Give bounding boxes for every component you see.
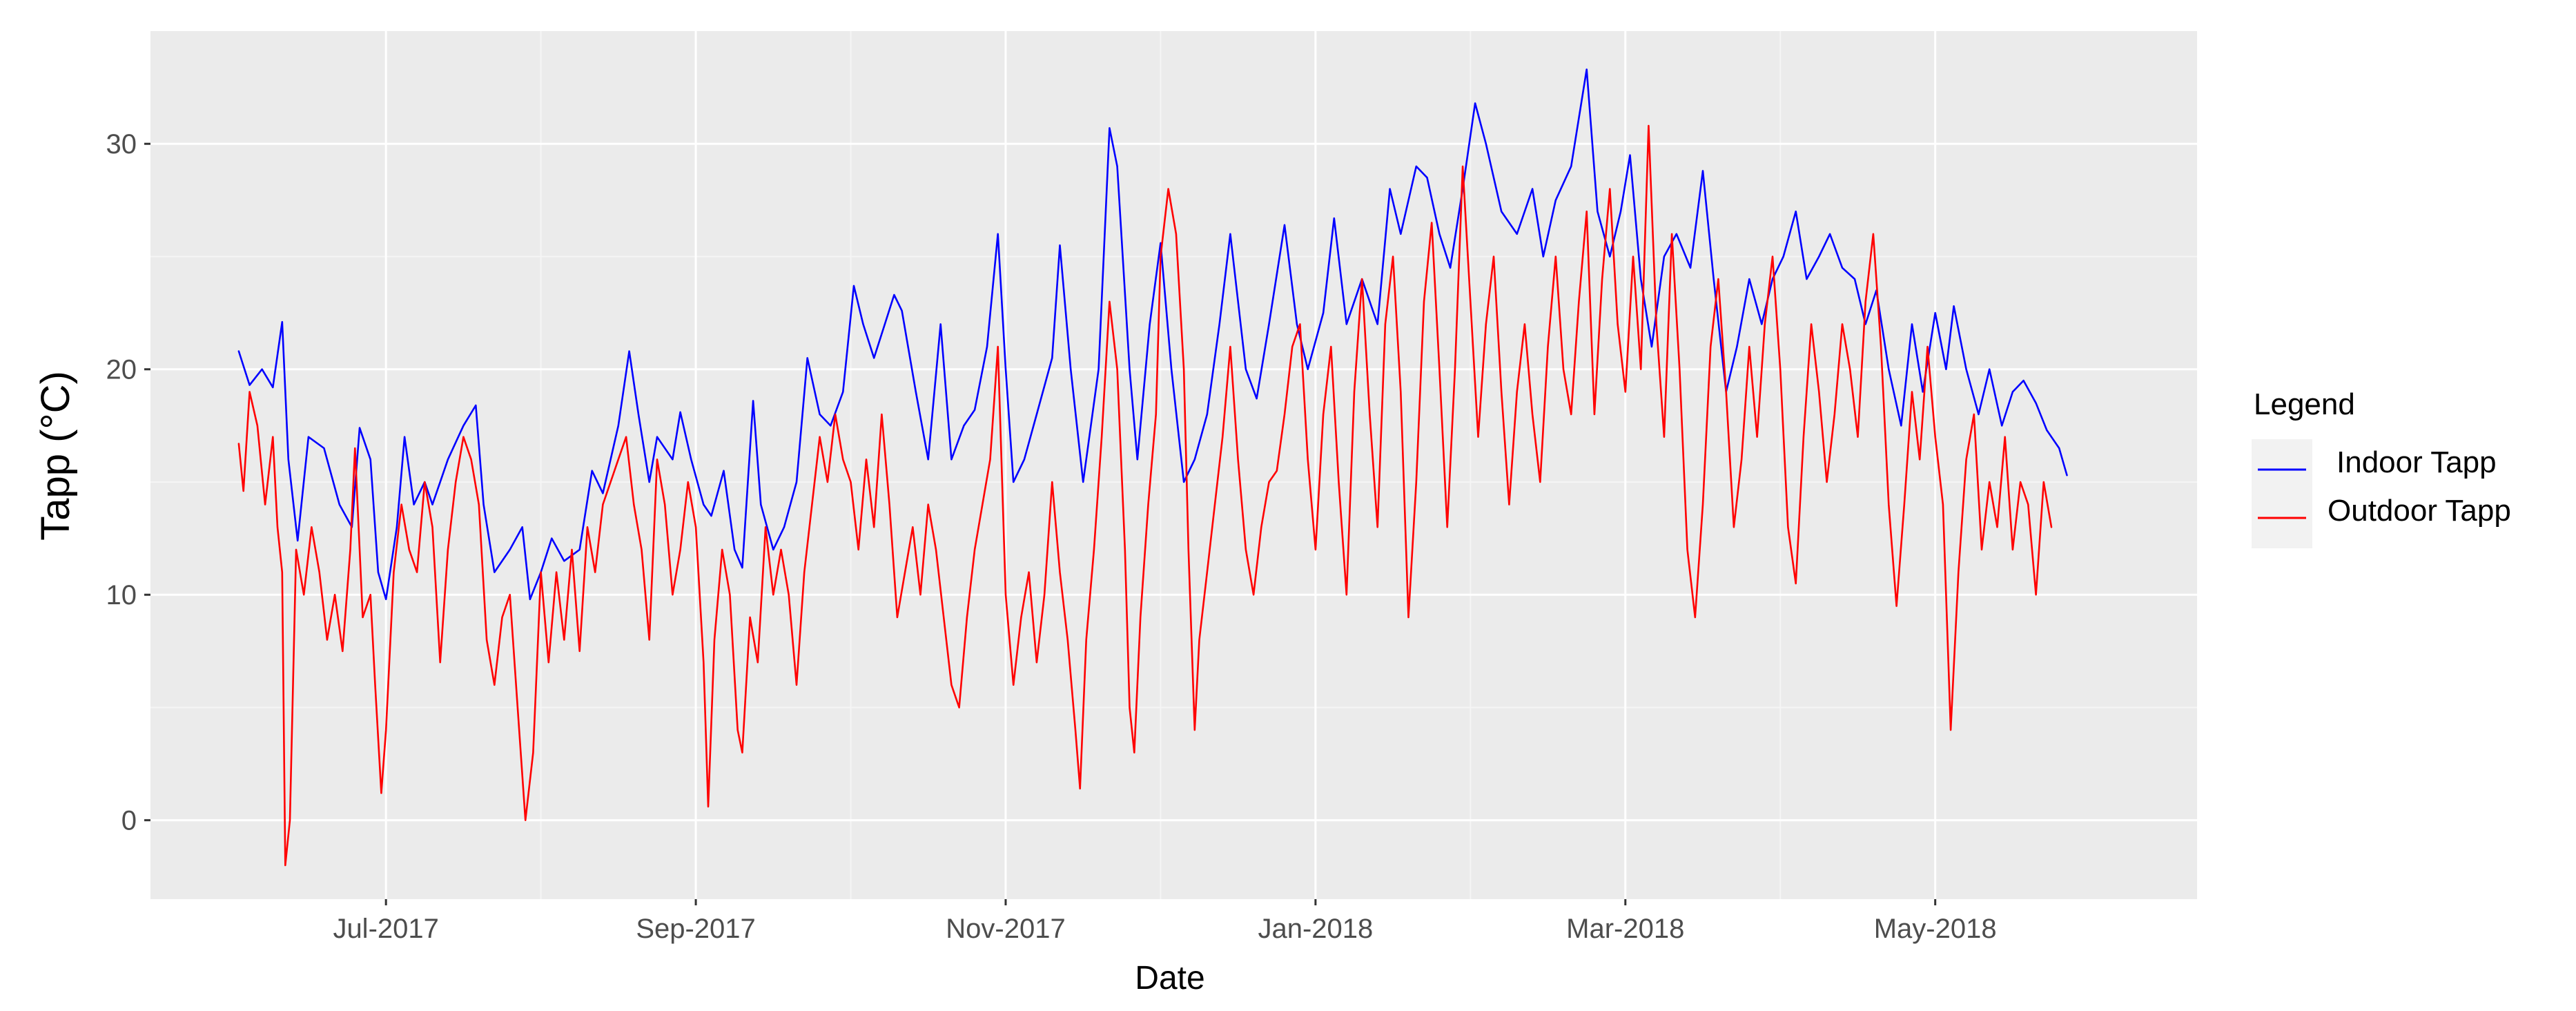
- x-tick-label: May-2018: [1874, 914, 1997, 944]
- x-axis-title: Date: [1135, 960, 1204, 996]
- plot-panel: [150, 31, 2197, 899]
- y-tick-label: 10: [106, 580, 137, 610]
- series-layer: [237, 68, 2068, 867]
- legend-label-outdoor: Outdoor Tapp: [2328, 494, 2511, 528]
- y-tick-label: 20: [106, 355, 137, 385]
- y-tick-label: 0: [121, 806, 137, 836]
- series-line-outdoor: [237, 124, 2053, 867]
- grid-lines: [150, 31, 2197, 899]
- y-axis-title: Tapp (°C): [33, 371, 78, 541]
- axes: 0 10 20 30 Jul-2017 Sep-2017 Nov-2017 Jan-2018 M…: [106, 129, 1997, 944]
- x-tick-label: Nov-2017: [946, 914, 1065, 944]
- legend-label-indoor: Indoor Tapp: [2336, 445, 2497, 479]
- y-tick-label: 30: [106, 129, 137, 160]
- x-tick-label: Sep-2017: [636, 914, 755, 944]
- legend: Legend Indoor Tapp Outdoor Tapp: [2252, 387, 2511, 548]
- x-tick-label: Jul-2017: [333, 914, 438, 944]
- legend-title: Legend: [2254, 387, 2355, 421]
- x-tick-label: Jan-2018: [1258, 914, 1373, 944]
- x-tick-label: Mar-2018: [1566, 914, 1684, 944]
